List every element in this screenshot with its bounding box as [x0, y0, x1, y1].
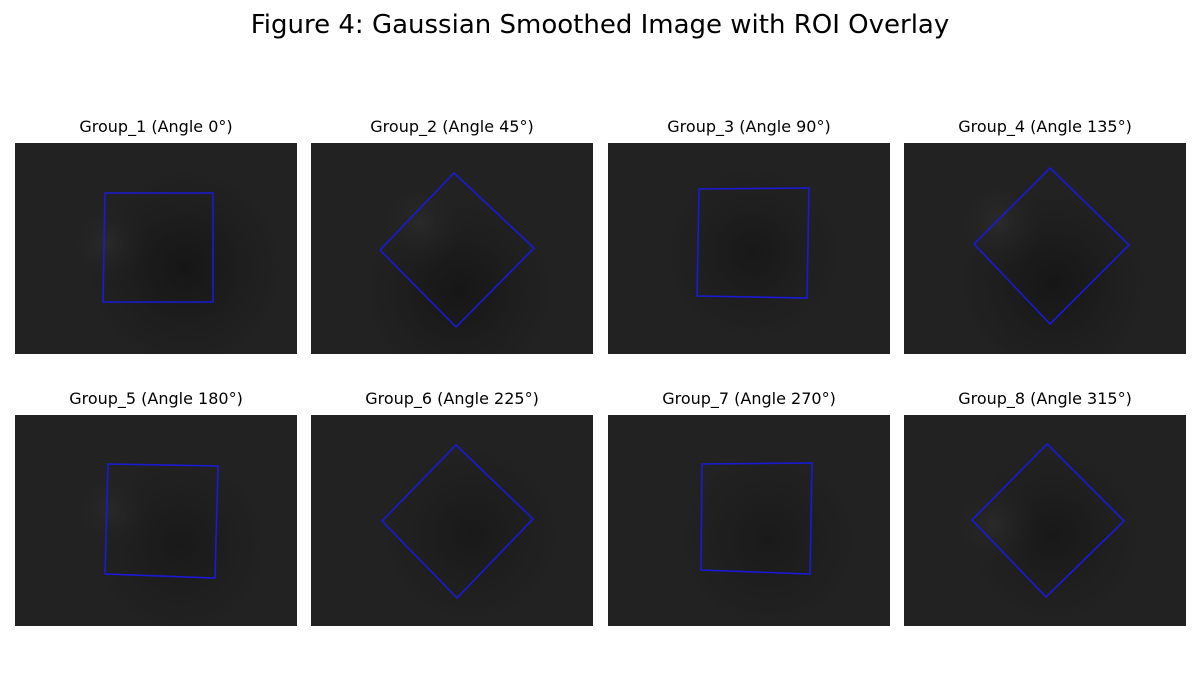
roi-outline [972, 166, 1131, 326]
smoothed-image [15, 415, 297, 626]
smoothed-image [608, 415, 890, 626]
smoothed-image [904, 415, 1186, 626]
smoothed-light-region [311, 143, 593, 354]
roi-outline [700, 462, 813, 575]
roi-outline [380, 443, 535, 600]
smoothed-image [311, 143, 593, 354]
smoothed-image [311, 415, 593, 626]
smoothed-image [608, 143, 890, 354]
smoothed-image [15, 143, 297, 354]
roi-outline [378, 171, 536, 329]
smoothed-light-region [15, 143, 297, 354]
panel-title: Group_5 (Angle 180°) [69, 389, 243, 408]
smoothed-dark-region [608, 415, 890, 626]
panel-title: Group_8 (Angle 315°) [958, 389, 1132, 408]
panel-title: Group_7 (Angle 270°) [662, 389, 836, 408]
smoothed-image [904, 143, 1186, 354]
roi-outline [102, 192, 214, 303]
figure-title: Figure 4: Gaussian Smoothed Image with R… [250, 10, 950, 40]
panel-title: Group_1 (Angle 0°) [79, 117, 233, 136]
panel-title: Group_4 (Angle 135°) [958, 117, 1132, 136]
smoothed-dark-region [311, 415, 593, 626]
roi-outline [696, 187, 810, 299]
smoothed-dark-region [608, 143, 890, 354]
smoothed-light-region [904, 143, 1186, 354]
roi-outline [104, 463, 219, 579]
roi-outline [970, 442, 1126, 599]
panel-title: Group_2 (Angle 45°) [370, 117, 534, 136]
smoothed-light-region [904, 415, 1186, 626]
panel-title: Group_3 (Angle 90°) [667, 117, 831, 136]
smoothed-light-region [15, 415, 297, 626]
panel-title: Group_6 (Angle 225°) [365, 389, 539, 408]
